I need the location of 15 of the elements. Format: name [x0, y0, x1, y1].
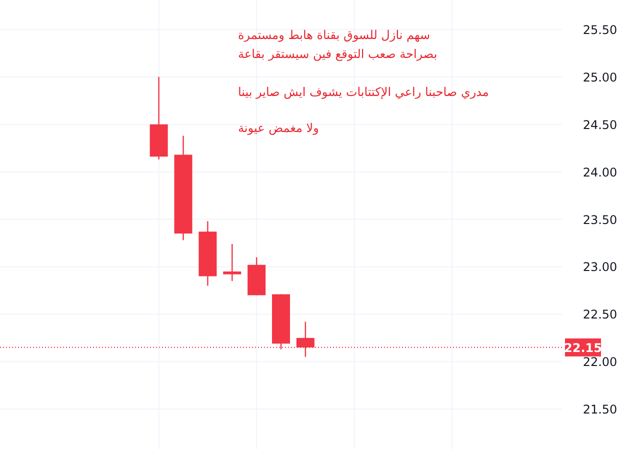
y-tick-label: 23.00	[582, 260, 618, 274]
ref-line-label: 22.15	[564, 340, 602, 355]
candlestick	[223, 243, 242, 282]
y-tick-label: 24.50	[582, 118, 618, 132]
y-tick-label: 23.50	[582, 212, 618, 227]
y-tick-label: 25.50	[582, 22, 618, 37]
annotation: مدري صاحبنا راعي الإكتتابات يشوف ايش صاير بينا	[238, 85, 489, 99]
y-tick-label: 24.00	[582, 165, 618, 180]
y-tick-label: 21.50	[582, 402, 618, 417]
y-tick-label: 22.50	[582, 308, 618, 322]
y-tick-label: 22.00	[582, 355, 618, 370]
annotation: سهم نازل للسوق بقناة هابط ومستمرة	[238, 28, 430, 42]
y-tick-label: 25.00	[582, 70, 618, 84]
annotation: بصراحة صعب التوقع فين سيستقر بقاعة	[238, 47, 438, 61]
annotation: ولا مغمض عيونة	[238, 121, 319, 135]
